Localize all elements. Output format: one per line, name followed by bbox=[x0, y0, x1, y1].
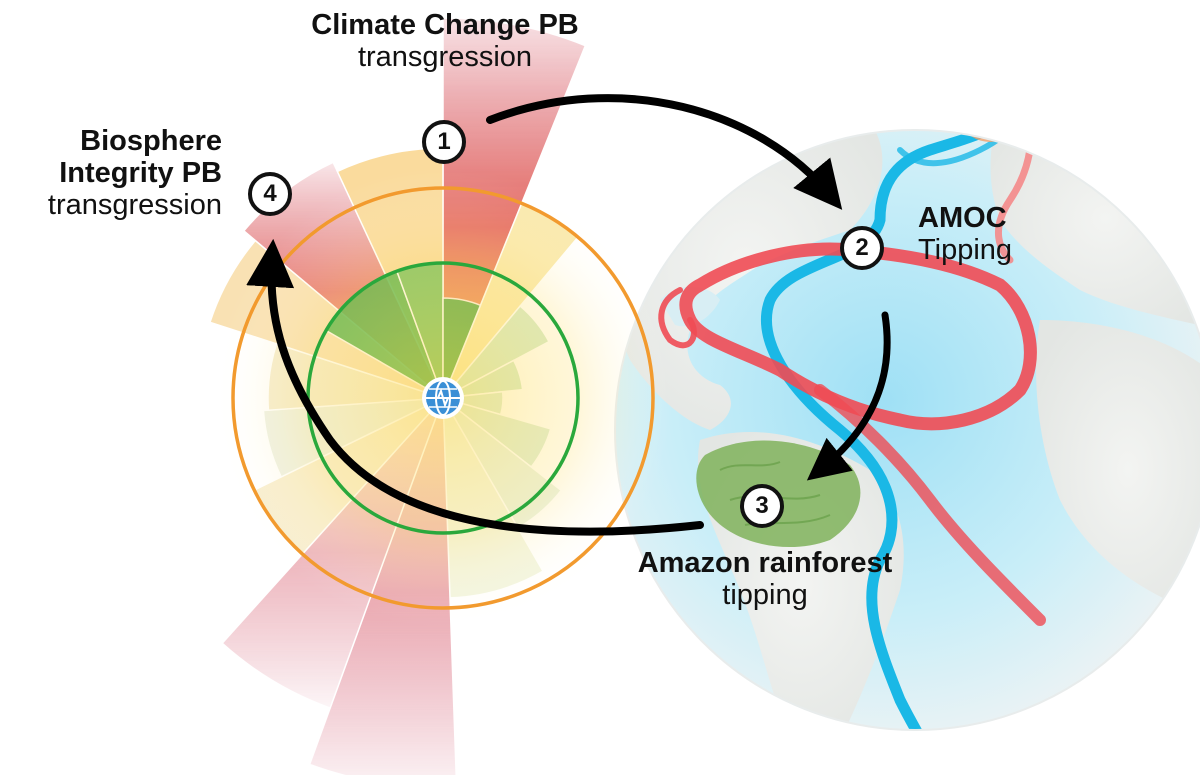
amazon-subtitle: tipping bbox=[722, 578, 808, 611]
amazon-label: Amazon rainforest tipping bbox=[600, 547, 930, 612]
earth-globe bbox=[614, 129, 1200, 731]
amazon-title: Amazon rainforest bbox=[637, 547, 893, 579]
biosphere-subtitle: transgression bbox=[47, 188, 222, 221]
step-badge-2: 2 bbox=[840, 226, 884, 270]
climate-change-subtitle: transgression bbox=[357, 40, 533, 73]
africa-landmass bbox=[1036, 320, 1200, 620]
arrow-amazon-to-biosphere bbox=[246, 238, 704, 536]
amoc-subtitle: Tipping bbox=[918, 233, 1013, 266]
step-badge-4: 4 bbox=[248, 172, 292, 216]
step-badge-3: 3 bbox=[740, 484, 784, 528]
biosphere-title-line1: Biosphere bbox=[80, 125, 222, 157]
arrow-amoc-to-amazon bbox=[806, 311, 891, 481]
high-risk-ring bbox=[231, 186, 655, 610]
biosphere-integrity-label: Biosphere Integrity PB transgression bbox=[0, 125, 222, 222]
climate-change-label: Climate Change PB transgression bbox=[290, 9, 600, 74]
step-badge-1: 1 bbox=[422, 120, 466, 164]
amoc-label: AMOC Tipping bbox=[918, 202, 1013, 267]
amoc-title: AMOC bbox=[918, 202, 1007, 234]
climate-change-title: Climate Change PB bbox=[311, 9, 579, 41]
arrow-climate-to-amoc bbox=[486, 94, 843, 210]
globe-pulse-icon bbox=[422, 377, 464, 419]
causal-arrows bbox=[246, 94, 891, 536]
planetary-boundaries-wheel bbox=[209, 17, 673, 775]
biosphere-title-line2: Integrity PB bbox=[59, 156, 222, 189]
